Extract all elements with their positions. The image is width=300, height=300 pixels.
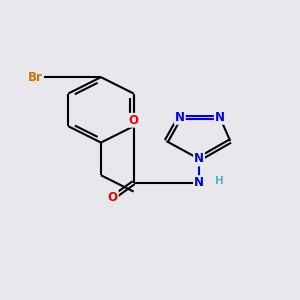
Text: N: N [175,111,185,124]
Text: O: O [108,191,118,204]
Text: N: N [215,111,225,124]
Text: H: H [215,176,224,186]
Text: N: N [194,176,204,189]
Text: Br: Br [28,71,43,84]
Text: N: N [194,152,204,165]
Text: O: O [129,114,139,127]
